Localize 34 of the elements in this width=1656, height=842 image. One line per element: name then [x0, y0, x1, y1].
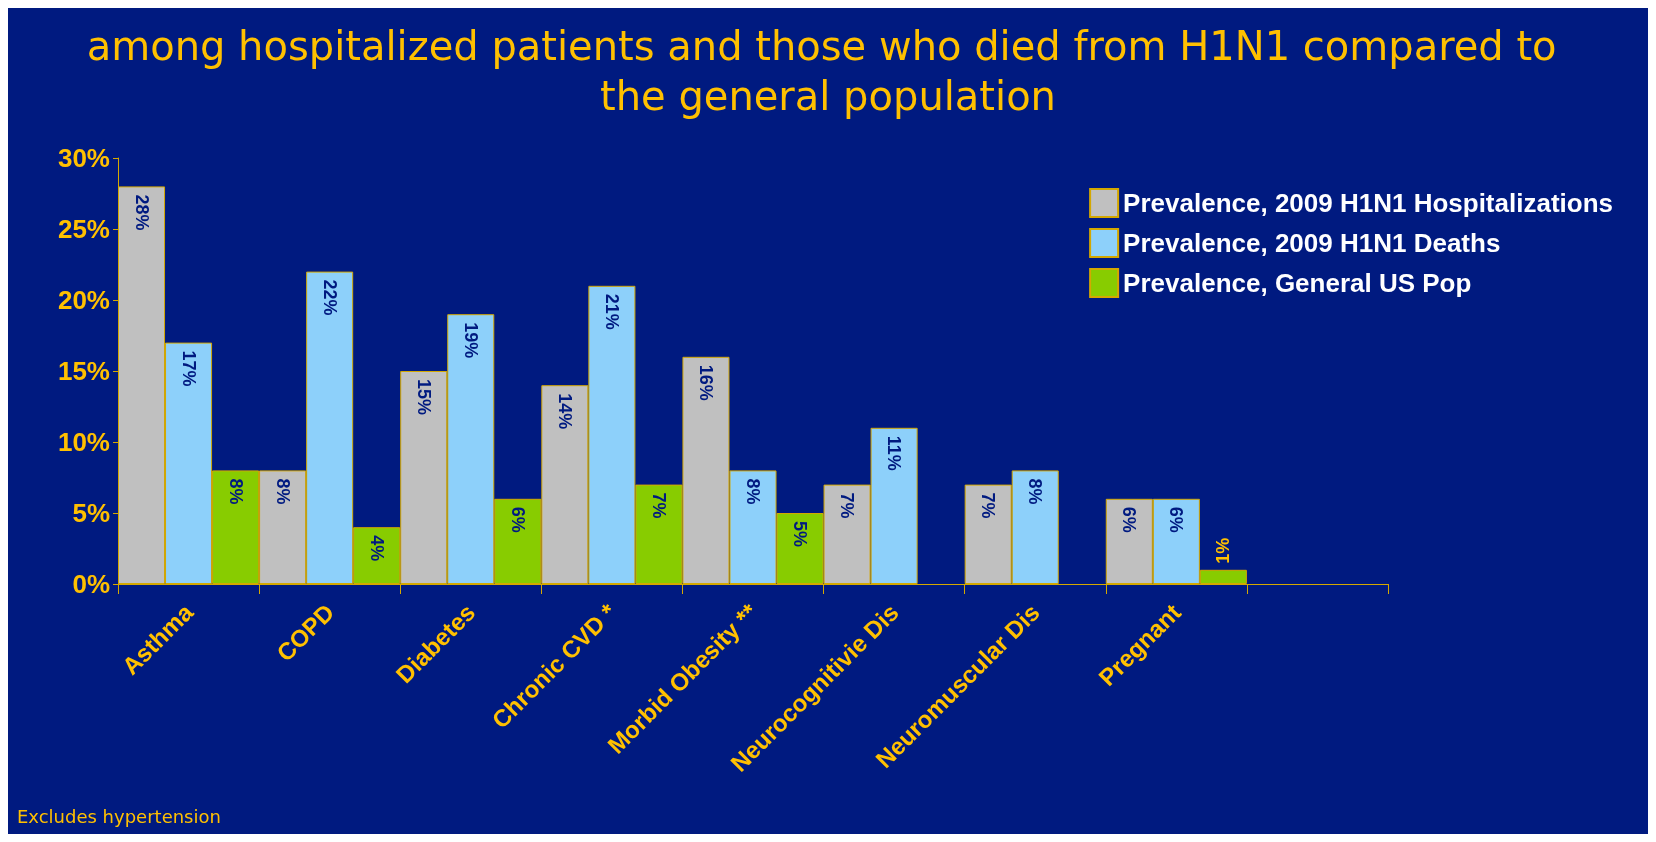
- data-label: 16%: [695, 364, 716, 401]
- legend-label: Prevalence, 2009 H1N1 Hospitalizations: [1123, 188, 1613, 218]
- y-tick-label: 30%: [57, 143, 110, 173]
- data-label: 14%: [554, 393, 575, 430]
- data-label: 6%: [1119, 506, 1140, 533]
- data-label: 8%: [272, 478, 293, 505]
- data-label: 8%: [743, 478, 763, 505]
- data-label: 7%: [648, 492, 669, 519]
- text: Excludes hypertension: [17, 805, 221, 827]
- chart-title: among hospitalized patients and those who died from H1N1 compared to the general population: [86, 23, 1570, 119]
- y-tick-label: 10%: [57, 427, 110, 457]
- data-label: 21%: [601, 293, 622, 330]
- data-label: 7%: [978, 492, 999, 519]
- data-label: 19%: [460, 322, 481, 359]
- y-tick-label: 20%: [57, 285, 110, 315]
- data-label: 17%: [178, 350, 199, 387]
- legend-label: Prevalence, 2009 H1N1 Deaths: [1123, 228, 1501, 258]
- data-label: 28%: [131, 194, 152, 231]
- y-tick-label: 0%: [72, 569, 110, 599]
- data-label: 15%: [413, 379, 434, 416]
- y-tick-label: 5%: [72, 498, 110, 528]
- data-label: 11%: [884, 435, 905, 471]
- data-label: 6%: [507, 506, 528, 533]
- data-label: 1%: [1213, 537, 1234, 564]
- data-label: 4%: [366, 535, 387, 562]
- data-label: 6%: [1166, 506, 1187, 533]
- data-label: 5%: [790, 521, 811, 548]
- data-label: 8%: [1025, 478, 1046, 505]
- data-label: 22%: [319, 279, 340, 316]
- y-tick-label: 15%: [57, 356, 110, 386]
- data-label: 7%: [837, 492, 858, 519]
- data-label: 8%: [225, 478, 246, 505]
- legend-label: Prevalence, General US Pop: [1123, 268, 1472, 298]
- y-tick-label: 25%: [57, 214, 110, 244]
